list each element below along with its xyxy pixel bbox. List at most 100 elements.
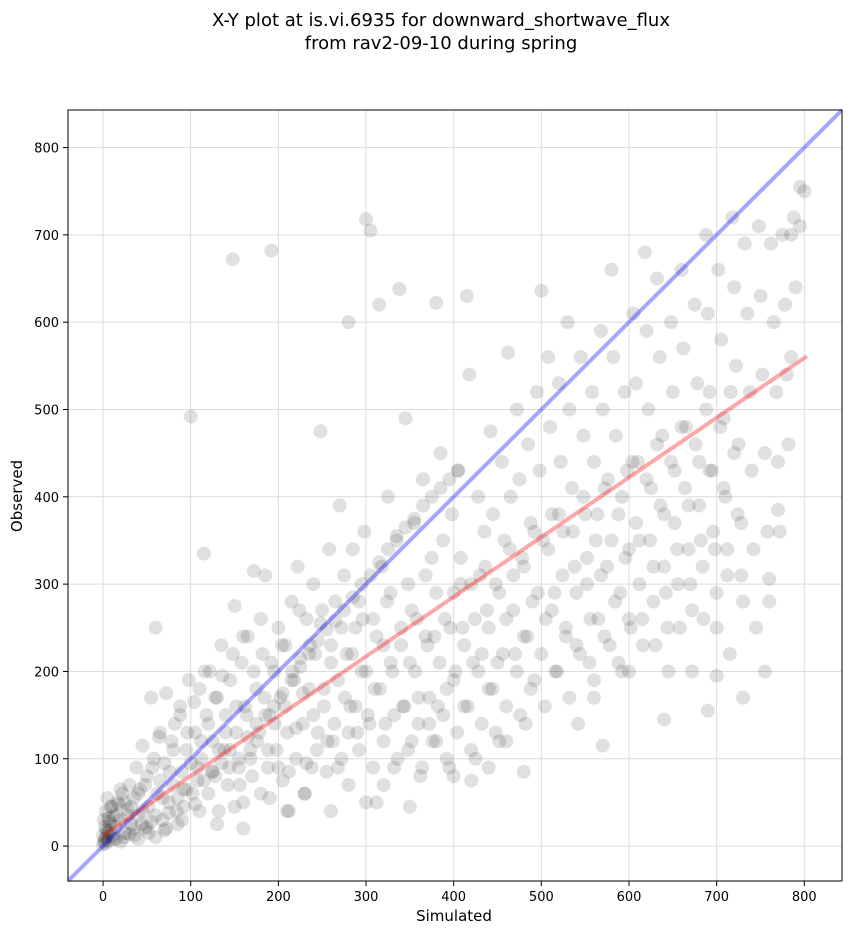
scatter-point [227, 598, 242, 613]
scatter-point [302, 638, 317, 653]
scatter-point [676, 341, 691, 356]
scatter-point [348, 699, 363, 714]
scatter-point [769, 385, 784, 400]
scatter-point [109, 832, 124, 847]
scatter-point [183, 409, 198, 424]
scatter-point [520, 629, 535, 644]
scatter-point [657, 507, 672, 522]
scatter-point [194, 734, 209, 749]
scatter-point [376, 734, 391, 749]
scatter-point [418, 568, 433, 583]
scatter-point [401, 577, 416, 592]
scatter-point [271, 760, 286, 775]
scatter-point [299, 612, 314, 627]
scatter-point [643, 533, 658, 548]
chart-title-line1: X-Y plot at is.vi.6935 for downward_shor… [212, 10, 670, 31]
scatter-point [560, 315, 575, 330]
scatter-point [319, 622, 334, 637]
scatter-point [262, 791, 277, 806]
scatter-point [425, 734, 440, 749]
scatter-point [509, 664, 524, 679]
scatter-point [416, 472, 431, 487]
scatter-point [246, 664, 261, 679]
scatter-point [422, 716, 437, 731]
grid-lines [68, 110, 842, 881]
scatter-point [234, 655, 249, 670]
scatter-point [100, 791, 115, 806]
scatter-point [636, 638, 651, 653]
scatter-point [751, 219, 766, 234]
scatter-point [523, 681, 538, 696]
scatter-point [558, 629, 573, 644]
scatter-point [302, 646, 317, 661]
regression-line [101, 354, 809, 838]
scatter-point [96, 834, 111, 849]
scatter-point [408, 664, 423, 679]
scatter-point [687, 297, 702, 312]
scatter-point [369, 795, 384, 810]
scatter-point [211, 743, 226, 758]
scatter-point [555, 568, 570, 583]
scatter-point [392, 281, 407, 296]
scatter-point [124, 817, 139, 832]
scatter-point [593, 323, 608, 338]
scatter-point [173, 699, 188, 714]
y-tick-label: 600 [34, 316, 59, 331]
scatter-point [159, 686, 174, 701]
scatter-point [306, 708, 321, 723]
scatter-point [674, 419, 689, 434]
x-tick-label: 700 [704, 890, 729, 905]
scatter-point [479, 603, 494, 618]
scatter-point [129, 760, 144, 775]
scatter-point [771, 454, 786, 469]
scatter-point [488, 577, 503, 592]
scatter-point [718, 489, 733, 504]
scatter-point [424, 489, 439, 504]
scatter-point [629, 516, 644, 531]
scatter-point [135, 804, 150, 819]
scatter-point [693, 533, 708, 548]
scatter-point [104, 828, 119, 843]
scatter-point [372, 297, 387, 312]
x-tick-label: 500 [529, 890, 554, 905]
reference-lines [66, 108, 844, 883]
scatter-point [534, 283, 549, 298]
x-tick-label: 0 [99, 890, 107, 905]
scatter-point [170, 791, 185, 806]
scatter-point [588, 533, 603, 548]
scatter-point [446, 769, 461, 784]
scatter-point [236, 795, 251, 810]
scatter-point [354, 577, 369, 592]
scatter-point [437, 612, 452, 627]
scatter-point [674, 262, 689, 277]
scatter-point [327, 716, 342, 731]
scatter-point [264, 655, 279, 670]
scatter-point [506, 603, 521, 618]
scatter-point [409, 612, 424, 627]
scatter-point [582, 655, 597, 670]
scatter-point [457, 638, 472, 653]
y-tick-label: 300 [34, 578, 59, 593]
scatter-point [249, 716, 264, 731]
scatter-point [525, 594, 540, 609]
scatter-point [117, 795, 132, 810]
scatter-point [190, 773, 205, 788]
scatter-point [464, 773, 479, 788]
scatter-point [692, 454, 707, 469]
scatter-point [96, 828, 111, 843]
scatter-point [387, 708, 402, 723]
scatter-point [145, 760, 160, 775]
scatter-point [757, 664, 772, 679]
scatter-point [453, 550, 468, 565]
scatter-point [661, 664, 676, 679]
scatter-point [766, 315, 781, 330]
scatter-point [556, 524, 571, 539]
scatter-point [98, 804, 113, 819]
scatter-point [477, 524, 492, 539]
scatter-point [529, 385, 544, 400]
scatter-point [153, 773, 168, 788]
scatter-point [389, 533, 404, 548]
scatter-point [269, 743, 284, 758]
scatter-point [148, 620, 163, 635]
scatter-point [258, 568, 273, 583]
